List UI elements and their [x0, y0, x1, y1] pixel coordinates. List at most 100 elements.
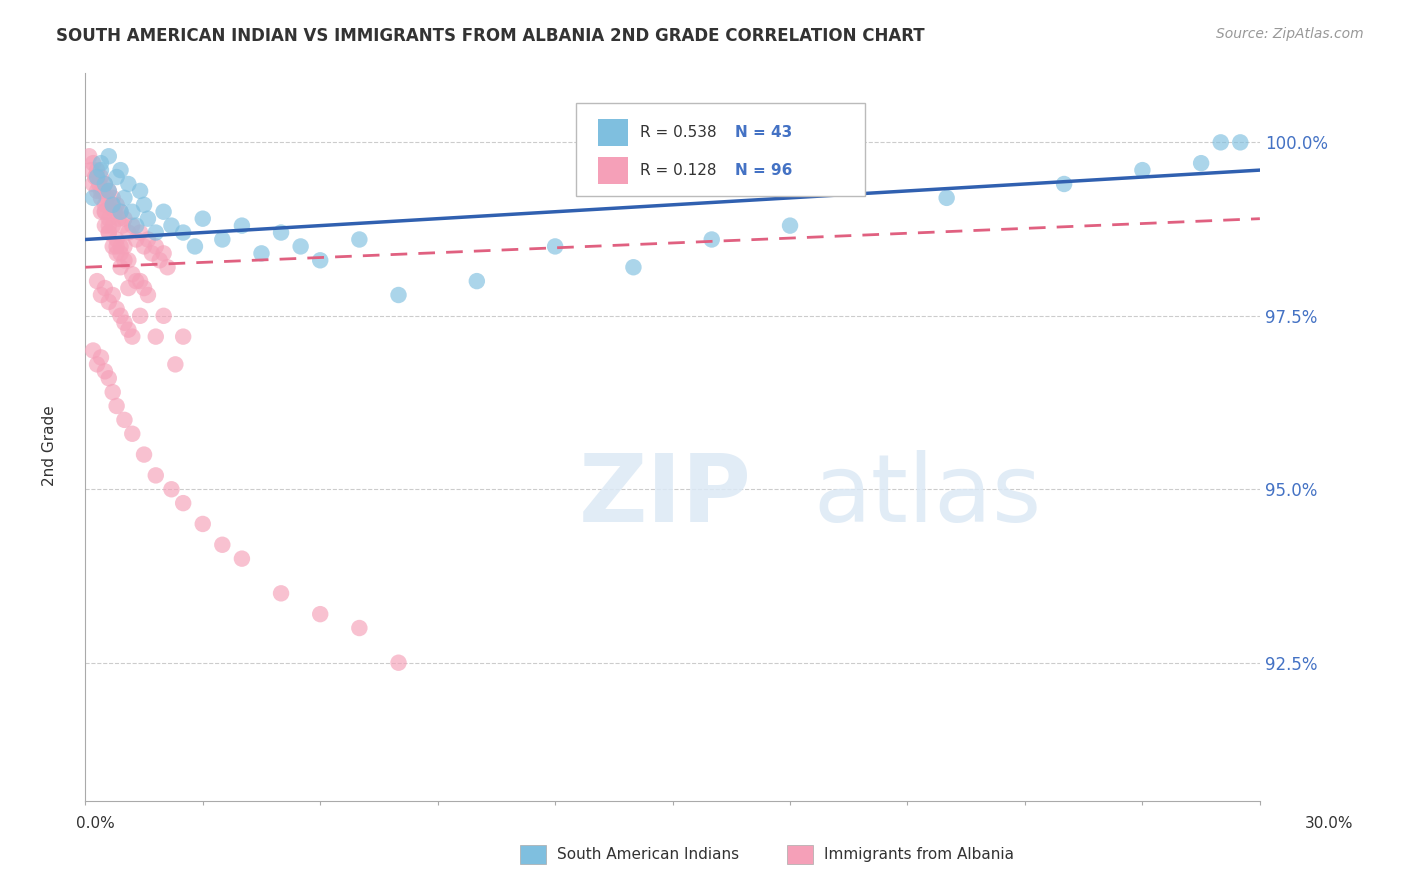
Point: [94, 198, 117, 212]
Text: R = 0.538: R = 0.538: [640, 125, 716, 140]
Point: [129, 184, 152, 198]
Point: [544, 239, 567, 253]
Point: [290, 239, 312, 253]
Text: Source: ZipAtlas.com: Source: ZipAtlas.com: [1216, 27, 1364, 41]
Point: [82, 191, 104, 205]
Point: [105, 301, 128, 316]
Point: [465, 274, 488, 288]
Point: [94, 364, 117, 378]
Point: [136, 211, 159, 226]
Point: [114, 253, 136, 268]
Point: [172, 329, 194, 343]
Point: [160, 219, 183, 233]
Point: [100, 198, 122, 212]
Point: [101, 385, 124, 400]
Point: [90, 204, 112, 219]
Point: [77, 149, 100, 163]
Text: R = 0.128: R = 0.128: [640, 163, 716, 178]
Point: [121, 329, 143, 343]
Point: [90, 156, 112, 170]
Point: [114, 191, 136, 205]
Point: [90, 191, 112, 205]
Point: [101, 198, 124, 212]
Point: [145, 239, 167, 253]
Point: [149, 253, 172, 268]
Point: [97, 211, 120, 226]
Point: [86, 274, 108, 288]
Point: [87, 177, 110, 191]
Point: [97, 294, 120, 309]
Point: [132, 239, 155, 253]
Point: [97, 371, 120, 385]
Point: [110, 260, 132, 275]
Point: [700, 232, 723, 246]
Point: [184, 239, 207, 253]
Point: [114, 316, 136, 330]
Point: [129, 226, 152, 240]
Point: [110, 239, 132, 253]
Point: [111, 219, 134, 233]
Point: [94, 177, 117, 191]
Point: [117, 226, 139, 240]
Point: [105, 169, 128, 184]
Point: [129, 274, 152, 288]
Point: [82, 156, 104, 170]
Point: [779, 219, 801, 233]
Point: [101, 191, 124, 205]
Point: [86, 357, 108, 371]
Point: [97, 226, 120, 240]
Point: [117, 281, 139, 295]
Point: [86, 163, 108, 178]
Point: [136, 232, 159, 246]
Point: [211, 232, 233, 246]
Text: 30.0%: 30.0%: [1305, 816, 1353, 830]
Point: [152, 246, 174, 260]
Point: [107, 211, 129, 226]
Point: [117, 177, 139, 191]
Point: [121, 219, 143, 233]
Point: [172, 226, 194, 240]
Point: [121, 426, 143, 441]
Point: [91, 184, 114, 198]
Text: Immigrants from Albania: Immigrants from Albania: [824, 847, 1014, 862]
Point: [97, 184, 120, 198]
Point: [160, 482, 183, 496]
Point: [90, 351, 112, 365]
Point: [94, 219, 117, 233]
Point: [1229, 136, 1251, 150]
Point: [270, 586, 292, 600]
Point: [105, 198, 128, 212]
Point: [1189, 156, 1212, 170]
Point: [387, 288, 409, 302]
Point: [1209, 136, 1232, 150]
Point: [349, 232, 371, 246]
Point: [125, 219, 148, 233]
Point: [117, 253, 139, 268]
Point: [110, 204, 132, 219]
Point: [156, 260, 179, 275]
Point: [211, 538, 233, 552]
Point: [231, 551, 253, 566]
Point: [104, 204, 127, 219]
Text: atlas: atlas: [814, 450, 1042, 541]
Point: [114, 239, 136, 253]
Point: [86, 184, 108, 198]
Point: [86, 169, 108, 184]
Point: [110, 204, 132, 219]
Point: [935, 191, 957, 205]
Point: [141, 246, 163, 260]
Point: [80, 163, 103, 178]
Text: N = 43: N = 43: [735, 125, 793, 140]
Point: [94, 281, 117, 295]
Point: [101, 219, 124, 233]
Text: SOUTH AMERICAN INDIAN VS IMMIGRANTS FROM ALBANIA 2ND GRADE CORRELATION CHART: SOUTH AMERICAN INDIAN VS IMMIGRANTS FROM…: [56, 27, 925, 45]
Point: [84, 169, 107, 184]
Point: [94, 204, 117, 219]
Point: [101, 288, 124, 302]
Point: [152, 204, 174, 219]
Point: [97, 184, 120, 198]
Point: [145, 226, 167, 240]
Point: [90, 288, 112, 302]
Point: [270, 226, 292, 240]
Text: 2nd Grade: 2nd Grade: [42, 406, 56, 486]
